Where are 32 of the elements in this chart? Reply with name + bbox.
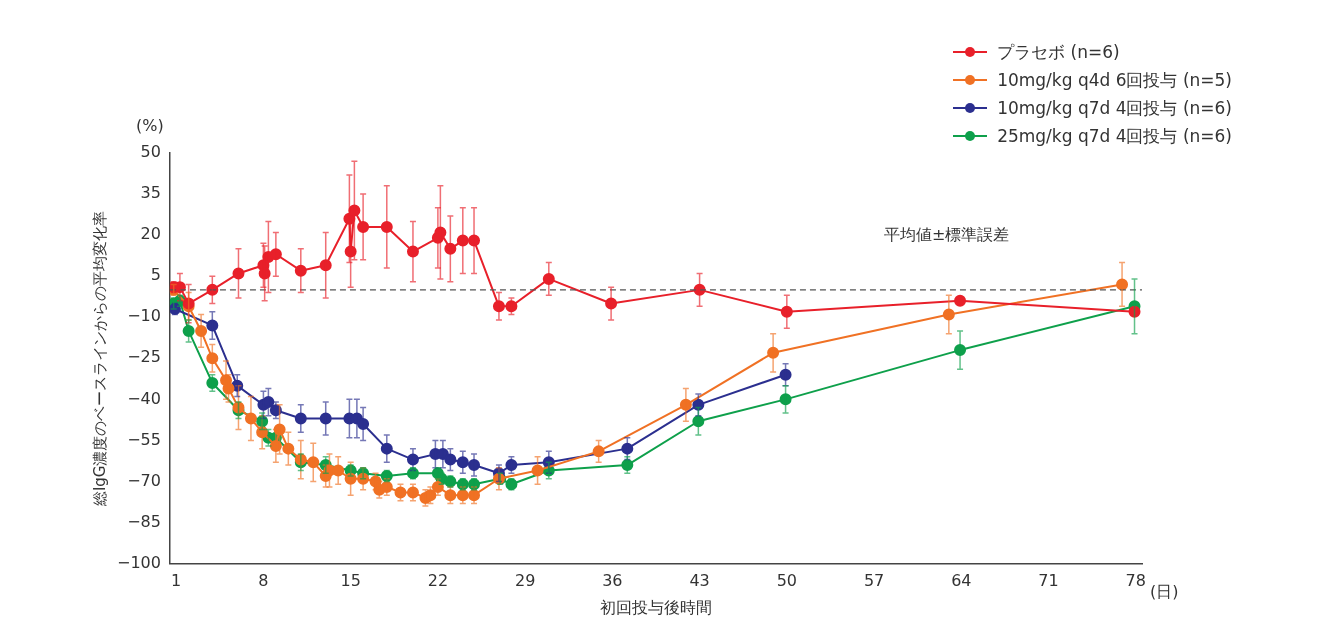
y-tick-label: −40 — [127, 388, 161, 408]
y-tick-label: −70 — [127, 470, 161, 490]
x-tick-label: 43 — [689, 571, 710, 591]
legend-label: 10mg/kg q7d 4回投与 (n=6) — [997, 96, 1232, 120]
x-tick-label: 29 — [514, 571, 536, 591]
x-tick-label: 78 — [1125, 571, 1146, 591]
text: (日) — [1150, 581, 1179, 601]
legend-label: 10mg/kg q4d 6回投与 (n=5) — [997, 68, 1232, 92]
x-tick-label: 57 — [863, 571, 885, 591]
x-axis-title: 初回投与後時間 — [599, 597, 712, 617]
text: (%) — [136, 116, 164, 135]
y-tick-label: −85 — [127, 511, 161, 531]
annotation: 平均値±標準誤差 — [884, 225, 1010, 245]
x-tick-label: 36 — [602, 571, 623, 591]
legend-label: 25mg/kg q7d 4回投与 (n=6) — [997, 124, 1232, 148]
x-tick-label: 71 — [1038, 571, 1059, 591]
y-tick-label: −100 — [116, 552, 161, 572]
y-tick-label: −25 — [127, 347, 161, 367]
legend-label: プラセボ (n=6) — [997, 40, 1120, 64]
x-tick-label: 8 — [258, 571, 269, 591]
x-tick-label: 1 — [171, 571, 182, 591]
x-tick-label: 50 — [776, 571, 798, 591]
y-tick-label: 5 — [150, 265, 161, 285]
y-tick-label: −55 — [127, 429, 161, 449]
y-tick-label: 35 — [140, 183, 161, 203]
x-tick-label: 15 — [340, 571, 361, 591]
y-tick-label: 20 — [140, 224, 161, 244]
x-tick-label: 22 — [427, 571, 449, 591]
y-axis-title: 総IgG濃度のベースラインからの平均変化率 — [90, 210, 109, 508]
y-tick-label: 50 — [140, 142, 161, 162]
x-tick-label: 64 — [951, 571, 972, 591]
y-tick-label: −10 — [127, 306, 161, 326]
